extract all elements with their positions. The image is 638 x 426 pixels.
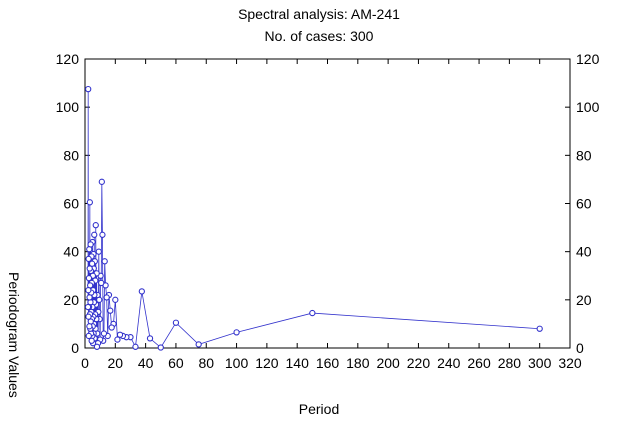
data-point <box>91 231 98 238</box>
chart-subtitle: No. of cases: 300 <box>264 28 374 44</box>
data-point <box>85 85 92 93</box>
series-periodogram <box>84 85 543 351</box>
plot-frame <box>84 58 571 349</box>
x-tick-label: 280 <box>498 355 522 371</box>
data-point <box>100 330 108 337</box>
y-tick-label-right: 0 <box>576 340 584 356</box>
data-point <box>86 265 93 272</box>
data-point <box>85 275 93 282</box>
x-tick-label: 320 <box>558 355 582 371</box>
y-tick-label-right: 40 <box>576 244 592 260</box>
y-tick-label: 60 <box>63 196 79 212</box>
data-point <box>112 296 119 303</box>
y-tick-label-right: 120 <box>576 51 600 67</box>
data-point <box>195 341 202 348</box>
axis-ticks: 0 20 40 60 80 100 120 140 160 180 200 220 240 260 280 3… <box>56 51 600 371</box>
x-tick-label: 220 <box>407 355 431 371</box>
y-tick-label: 20 <box>63 292 79 308</box>
x-tick-label: 120 <box>255 355 279 371</box>
x-tick-label: 60 <box>168 355 184 371</box>
data-point <box>116 331 124 338</box>
data-point <box>101 258 108 265</box>
data-point <box>92 222 99 229</box>
y-tick-label: 80 <box>63 147 79 163</box>
y-axis-label: Periodogram Values <box>6 272 22 398</box>
x-tick-label: 100 <box>225 355 249 371</box>
x-tick-label: 40 <box>138 355 154 371</box>
x-tick-label: 80 <box>198 355 214 371</box>
data-point <box>108 324 115 331</box>
data-point <box>172 319 180 326</box>
y-tick-label-right: 20 <box>576 292 592 308</box>
x-tick-label: 180 <box>346 355 370 371</box>
x-tick-label: 260 <box>467 355 491 371</box>
data-point <box>98 279 105 287</box>
data-point <box>99 231 106 238</box>
x-axis-label: Period <box>298 401 340 417</box>
data-point <box>146 335 154 342</box>
data-point <box>85 255 92 263</box>
data-point <box>88 337 95 344</box>
data-point <box>84 303 92 311</box>
data-point <box>85 313 92 320</box>
data-point <box>98 178 105 185</box>
y-tick-label: 0 <box>71 340 79 356</box>
data-point <box>93 343 101 350</box>
x-tick-label: 200 <box>376 355 400 371</box>
data-point <box>536 325 543 332</box>
data-point <box>233 329 240 336</box>
y-tick-label-right: 80 <box>576 147 592 163</box>
data-point <box>114 336 121 343</box>
x-tick-label: 140 <box>286 355 310 371</box>
data-point <box>86 323 93 330</box>
data-point <box>309 309 316 317</box>
data-point <box>85 332 92 340</box>
y-tick-label: 40 <box>63 244 79 260</box>
y-tick-label: 100 <box>56 99 80 115</box>
chart-title: Spectral analysis: AM-241 <box>238 6 400 22</box>
x-tick-label: 0 <box>81 355 89 371</box>
data-point <box>86 246 93 253</box>
y-tick-label: 120 <box>56 51 80 67</box>
series-line <box>87 89 540 349</box>
data-point <box>88 260 96 267</box>
x-tick-label: 300 <box>528 355 552 371</box>
data-point <box>86 199 93 206</box>
data-point <box>85 287 92 294</box>
x-tick-label: 160 <box>316 355 340 371</box>
data-point <box>138 288 145 295</box>
x-tick-label: 20 <box>108 355 124 371</box>
y-tick-label-right: 100 <box>576 99 600 115</box>
data-point <box>103 294 110 301</box>
x-tick-label: 240 <box>437 355 461 371</box>
data-point <box>132 343 139 350</box>
data-point <box>107 307 114 314</box>
y-tick-label-right: 60 <box>576 196 592 212</box>
data-point <box>157 344 164 351</box>
data-point <box>95 248 102 255</box>
data-point <box>86 294 93 301</box>
